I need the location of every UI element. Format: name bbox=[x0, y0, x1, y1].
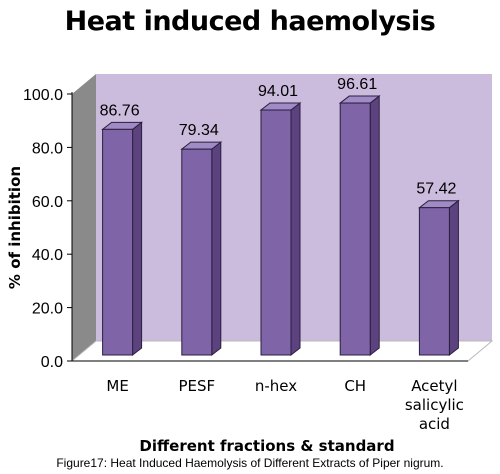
bar bbox=[339, 102, 371, 356]
bar-side bbox=[290, 101, 301, 357]
bar bbox=[418, 207, 450, 356]
data-label: 86.76 bbox=[100, 102, 140, 119]
bar-side bbox=[211, 141, 222, 357]
figure-caption: Figure17: Heat Induced Haemolysis of Dif… bbox=[56, 456, 444, 470]
y-tick-label: 60.0 bbox=[32, 194, 63, 211]
y-axis-title: % of inhibition bbox=[6, 166, 24, 289]
data-label: 94.01 bbox=[258, 83, 298, 100]
data-label: 57.42 bbox=[416, 181, 456, 198]
bar bbox=[102, 128, 134, 356]
y-tick-label: 100.0 bbox=[23, 87, 63, 104]
x-tick-label: n-hex bbox=[255, 377, 297, 395]
x-tick-label: ME bbox=[106, 377, 128, 395]
bar-side bbox=[448, 199, 459, 357]
data-label: 79.34 bbox=[179, 122, 219, 139]
x-tick-label: CH bbox=[344, 377, 366, 395]
x-axis-title: Different fractions & standard bbox=[139, 437, 394, 455]
y-tick-label: 0.0 bbox=[41, 354, 63, 371]
x-tick-label: Acetyl salicylic acid bbox=[405, 377, 464, 433]
bar-side bbox=[132, 121, 143, 357]
chart-title: Heat induced haemolysis bbox=[64, 6, 436, 37]
bar-side bbox=[369, 95, 380, 357]
y-tick-label: 20.0 bbox=[32, 301, 63, 318]
bar bbox=[181, 148, 213, 356]
side-wall bbox=[72, 74, 96, 361]
y-tick-label: 40.0 bbox=[32, 247, 63, 264]
x-tick-label: PESF bbox=[178, 377, 215, 395]
y-tick-label: 80.0 bbox=[32, 140, 63, 157]
bar bbox=[260, 109, 292, 356]
data-label: 96.61 bbox=[337, 76, 377, 93]
